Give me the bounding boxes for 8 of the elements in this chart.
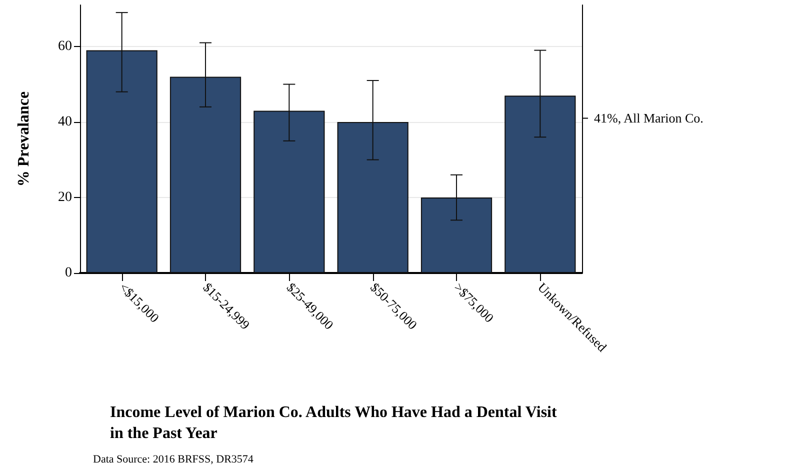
y-tick-label: 20 bbox=[58, 190, 72, 206]
y-tick-label: 60 bbox=[58, 39, 72, 54]
y-axis-title: % Prevalance bbox=[16, 91, 32, 187]
text: Income Level of Marion Co. Adults Who Have Had a Dental Visit in the Past Year bbox=[110, 404, 561, 442]
source-note: Data Source: 2016 BRFSS, DR3574 bbox=[93, 454, 254, 466]
ref-line-label: 41%, All Marion Co. bbox=[594, 110, 704, 126]
y-tick-label: 0 bbox=[65, 266, 72, 280]
y-tick-label: 40 bbox=[58, 114, 72, 130]
